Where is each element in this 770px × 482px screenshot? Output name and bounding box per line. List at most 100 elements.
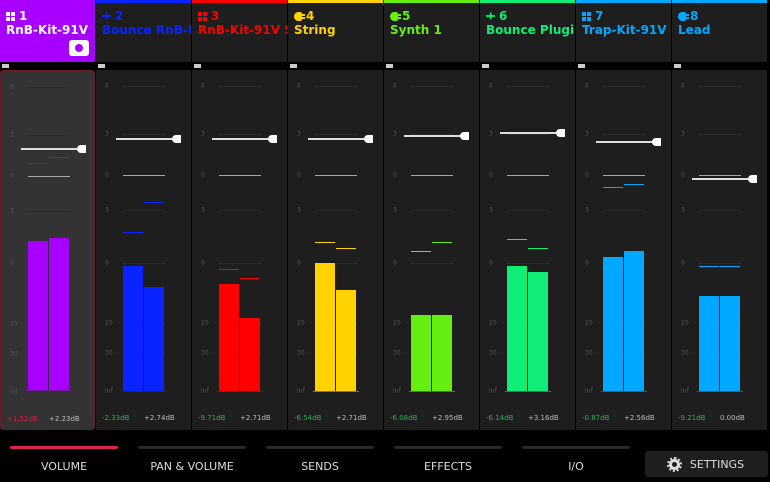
track-name: RnB-Kit-91V St [198, 23, 287, 37]
settings-button[interactable]: SETTINGS [645, 451, 768, 477]
scale-gridline [699, 263, 741, 264]
scale-label: 3 [489, 130, 493, 138]
track-header-8[interactable]: 8 Lead [672, 0, 767, 62]
volume-fader-handle[interactable] [364, 134, 373, 143]
scale-label: 3 [10, 131, 14, 139]
right-meter-bar [240, 317, 260, 391]
scale-gridline [28, 211, 70, 212]
channel-strip-5[interactable]: 6 3 0 3 9 20 30 inf -6.08dB +2.95dB [384, 70, 479, 430]
tab-indicator [138, 446, 246, 449]
scale-gridline [315, 210, 357, 211]
volume-fader-handle[interactable] [556, 128, 565, 137]
volume-fader-handle[interactable] [172, 134, 181, 143]
track-header-7[interactable]: 7 Trap-Kit-91V E [576, 0, 671, 62]
left-meter-bar [123, 265, 143, 391]
volume-fader-track[interactable] [212, 137, 270, 140]
track-header-1[interactable]: 1 RnB-Kit-91V [0, 0, 95, 62]
scale-gridline [315, 175, 357, 176]
track-header-4[interactable]: 4 String [288, 0, 383, 62]
scale-label: 30 [10, 350, 18, 358]
peak-hold-line [336, 247, 356, 249]
volume-fader-handle[interactable] [652, 137, 661, 146]
track-number: 5 [390, 9, 410, 23]
tab-pan-volume[interactable]: PAN & VOLUME [138, 446, 246, 473]
left-meter-bar [28, 240, 48, 390]
volume-fader-handle[interactable] [748, 174, 757, 183]
scale-label: 9 [489, 259, 493, 267]
volume-fader-track[interactable] [596, 140, 654, 143]
scale-gridline [28, 176, 70, 177]
tab-i-o[interactable]: I/O [522, 446, 630, 473]
pan-indicator [576, 64, 671, 68]
channel-strip-4[interactable]: 6 3 0 3 9 20 30 inf -6.54dB +2.71dB [288, 70, 383, 430]
volume-fader-track[interactable] [21, 148, 79, 150]
gear-icon [666, 456, 682, 472]
record-select-button[interactable] [69, 40, 89, 56]
left-meter-bar [219, 284, 239, 391]
volume-fader-track[interactable] [692, 177, 750, 180]
channel-strip-6[interactable]: 6 3 0 3 9 20 30 inf -6.14dB +3.16dB [480, 70, 575, 430]
track-header-5[interactable]: 5 Synth 1 [384, 0, 479, 62]
scale-label: 0 [297, 171, 301, 179]
volume-fader-track[interactable] [404, 134, 462, 137]
scale-label: inf [585, 387, 593, 395]
volume-fader-handle[interactable] [268, 134, 277, 143]
scale-gridline [315, 86, 357, 87]
tab-effects[interactable]: EFFECTS [394, 446, 502, 473]
scale-gridline [123, 134, 165, 135]
scale-gridline [603, 210, 645, 211]
volume-fader-handle[interactable] [77, 145, 86, 153]
channel-strip-8[interactable]: 6 3 0 3 9 20 30 inf -9.21dB 0.00dB [672, 70, 767, 430]
scale-label: 6 [105, 82, 109, 90]
peak-hold-line [507, 238, 527, 240]
scale-label: 3 [393, 206, 397, 214]
meter-base [697, 391, 743, 392]
tab-label: I/O [568, 460, 584, 473]
pan-marker [674, 64, 681, 68]
pan-marker [386, 64, 393, 68]
scale-label: 6 [297, 82, 301, 90]
volume-fader-track[interactable] [116, 137, 174, 140]
channel-strip-2[interactable]: 6 3 0 3 9 20 30 inf -2.33dB +2.74dB [96, 70, 191, 430]
volume-fader-handle[interactable] [460, 131, 469, 140]
scale-gridline [699, 134, 741, 135]
right-meter-bar [720, 296, 740, 391]
right-meter-bar [49, 237, 69, 390]
scale-label: 0 [393, 171, 397, 179]
meter-base [409, 391, 455, 392]
scale-gridline [699, 86, 741, 87]
channel-strip-7[interactable]: 6 3 0 3 9 20 30 inf -0.87dB +2.56dB [576, 70, 671, 430]
scale-gridline [411, 263, 453, 264]
plug-track-icon [390, 11, 401, 21]
volume-fader-track[interactable] [308, 137, 366, 140]
scale-label: 6 [393, 82, 397, 90]
scale-label: inf [201, 387, 209, 395]
kit-track-icon [582, 11, 591, 21]
scale-label: 3 [201, 206, 205, 214]
tab-volume[interactable]: VOLUME [10, 446, 118, 473]
tab-sends[interactable]: SENDS [266, 446, 374, 473]
pan-marker [482, 64, 489, 68]
scale-label: 30 [297, 349, 305, 357]
peak-hold-line [603, 186, 623, 188]
scale-label: 6 [201, 82, 205, 90]
scale-label: 3 [585, 206, 589, 214]
track-name: Bounce Plugin [486, 23, 575, 37]
track-number-label: 4 [306, 9, 315, 23]
volume-value: 0.00dB [720, 414, 745, 422]
channel-strip-1[interactable]: 6 3 0 3 9 20 30 inf +1.52dB +2.23dB [0, 70, 95, 430]
track-number-label: 1 [19, 9, 28, 23]
scale-label: 9 [681, 259, 685, 267]
volume-fader-track[interactable] [500, 131, 558, 134]
scale-label: 0 [105, 171, 109, 179]
track-header-6[interactable]: 6 Bounce Plugin [480, 0, 575, 62]
scale-label: 0 [201, 171, 205, 179]
scale-label: 6 [489, 82, 493, 90]
scale-gridline [219, 210, 261, 211]
scale-label: 20 [201, 319, 209, 327]
channel-strip-3[interactable]: 6 3 0 3 9 20 30 inf -9.71dB +2.71dB [192, 70, 287, 430]
pan-indicator [288, 64, 383, 68]
tab-indicator [10, 446, 118, 449]
